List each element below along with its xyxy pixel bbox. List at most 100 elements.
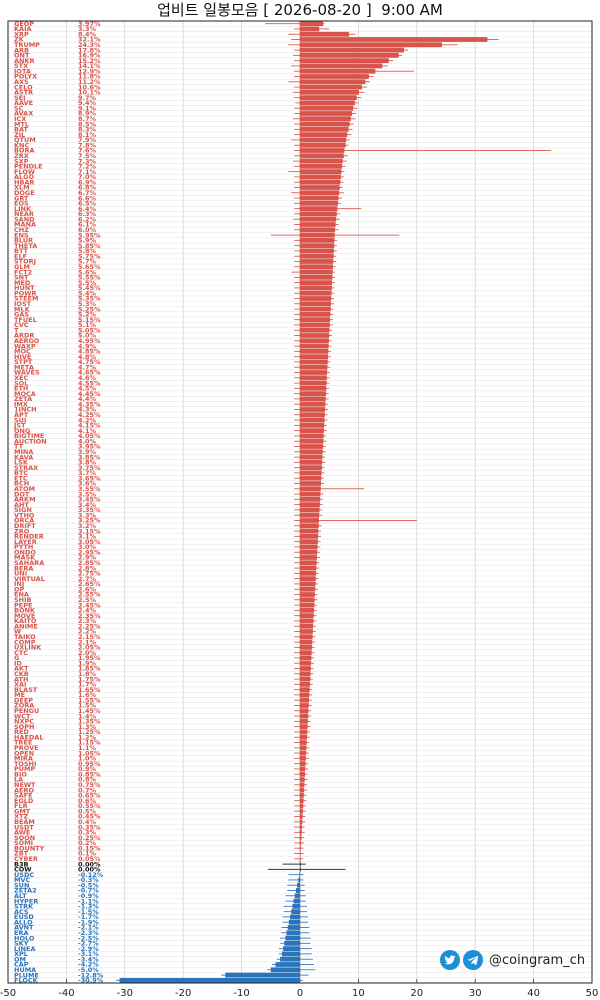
bar xyxy=(300,111,352,116)
bar xyxy=(300,697,310,703)
bar xyxy=(300,771,305,777)
bar xyxy=(300,845,301,851)
coin-label: GAS xyxy=(14,311,29,319)
coin-label: ARDR xyxy=(14,332,34,340)
bar xyxy=(300,343,329,349)
percent-label: 3.6% xyxy=(78,480,97,488)
coin-label: META xyxy=(14,363,34,371)
coin-label: TAIKO xyxy=(14,633,36,641)
percent-label: 3.5% xyxy=(78,490,97,498)
percent-label: 3.45% xyxy=(78,496,101,504)
bar xyxy=(300,708,309,714)
coin-label: BOUNTY xyxy=(14,844,45,852)
percent-label: 5.4% xyxy=(78,289,97,297)
bar xyxy=(294,893,300,899)
bar xyxy=(300,269,333,275)
percent-label: -2.9% xyxy=(78,945,99,953)
coin-label: ZK xyxy=(14,36,25,44)
bar xyxy=(284,940,300,946)
bar xyxy=(300,185,340,190)
bar xyxy=(300,523,319,529)
bar xyxy=(300,851,301,856)
percent-label: 16.9% xyxy=(78,52,101,60)
x-tick-label: 40 xyxy=(527,988,540,999)
coin-label: DRIFT xyxy=(14,522,36,530)
percent-label: 5.55% xyxy=(78,274,101,282)
coin-label: STEEM xyxy=(14,295,38,303)
twitter-icon xyxy=(440,950,460,970)
coin-label: LA xyxy=(14,776,23,784)
percent-label: 1.7% xyxy=(78,681,97,689)
percent-label: -1.1% xyxy=(78,897,99,905)
bar xyxy=(300,576,316,582)
bar xyxy=(300,148,345,153)
coin-label: IMX xyxy=(14,400,28,408)
percent-label: 1.35% xyxy=(78,718,101,726)
bar xyxy=(300,52,399,58)
percent-label: 4.6% xyxy=(78,374,97,382)
percent-label: 0.8% xyxy=(78,776,97,784)
percent-label: 1.8% xyxy=(78,670,97,678)
percent-label: 9.1% xyxy=(78,104,97,112)
x-tick-label: 0 xyxy=(297,988,303,999)
coin-label: BAT xyxy=(14,126,28,134)
coin-label: EUSD xyxy=(14,913,34,921)
percent-label: 7.6% xyxy=(78,147,97,155)
percent-label: 5.15% xyxy=(78,316,101,324)
coin-label: MOC xyxy=(14,348,31,356)
percent-label: 10.1% xyxy=(78,89,101,97)
percent-label: 0.15% xyxy=(78,844,101,852)
coin-label: AUCTION xyxy=(14,437,47,445)
percent-label: 0.05% xyxy=(78,855,101,863)
coin-label: ZBT xyxy=(14,850,29,858)
bar xyxy=(293,898,300,904)
bar xyxy=(300,528,319,534)
bar xyxy=(300,200,338,206)
percent-label: 5.6% xyxy=(78,268,97,276)
percent-label: 2.05% xyxy=(78,644,101,652)
bar xyxy=(300,866,301,872)
bar xyxy=(300,396,326,402)
percent-label: 3.35% xyxy=(78,506,101,514)
coin-label: HOLO xyxy=(14,934,35,942)
percent-label: 1.5% xyxy=(78,702,97,710)
percent-label: 4.0% xyxy=(78,437,97,445)
bar xyxy=(300,26,320,32)
bar xyxy=(300,681,310,687)
percent-label: 1.3% xyxy=(78,723,97,731)
percent-label: 0.6% xyxy=(78,797,97,805)
bar xyxy=(300,190,340,196)
telegram-icon xyxy=(463,950,483,970)
percent-label: 4.75% xyxy=(78,358,101,366)
bar xyxy=(300,861,301,867)
percent-label: -1.5% xyxy=(78,908,99,916)
bar xyxy=(300,623,314,629)
bar xyxy=(300,311,331,317)
coin-label: BIGTIME xyxy=(14,432,44,440)
coin-label: GMT xyxy=(14,807,31,815)
coin-label: BLAST xyxy=(14,686,38,694)
coin-label: CAP xyxy=(14,961,29,969)
coin-label: TREE xyxy=(14,739,32,747)
percent-label: 7.0% xyxy=(78,173,97,181)
coin-label: QTUM xyxy=(14,136,36,144)
coin-label: SC xyxy=(14,104,24,112)
coin-label: POLYX xyxy=(14,73,37,81)
percent-label: 5.75% xyxy=(78,252,101,260)
bar xyxy=(300,629,313,634)
bar xyxy=(300,296,332,301)
coin-label: B3B xyxy=(14,860,28,868)
percent-label: 3.75% xyxy=(78,464,101,472)
coin-label: ASTR xyxy=(14,89,33,97)
percent-label: 2.8% xyxy=(78,564,97,572)
coin-label: ELF xyxy=(14,252,27,260)
coin-label: FCT2 xyxy=(14,268,32,276)
percent-label: 4.45% xyxy=(78,390,101,398)
percent-label: 4.7% xyxy=(78,363,97,371)
percent-label: 2.9% xyxy=(78,554,97,562)
bar xyxy=(270,967,300,973)
percent-label: 3.2% xyxy=(78,522,97,530)
bar xyxy=(300,570,317,576)
bar xyxy=(300,835,302,841)
coin-label: MED xyxy=(14,279,31,287)
